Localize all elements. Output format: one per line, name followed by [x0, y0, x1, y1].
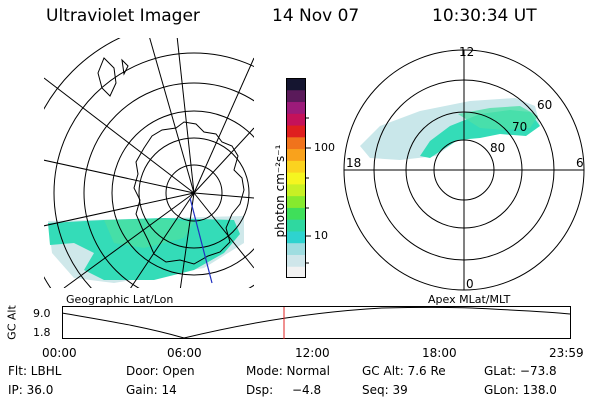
mlat-label-60: 60 — [537, 98, 553, 112]
time-label: 10:30:34 UT — [432, 6, 537, 26]
colorbar-segment — [286, 160, 306, 173]
colorbar-border — [286, 78, 306, 278]
mlt-label-12: 12 — [459, 45, 475, 59]
polar-plot-label: Apex MLat/MLT — [428, 293, 511, 306]
status-dsp-value: −4.8 — [292, 383, 322, 397]
instrument-title: Ultraviolet Imager — [46, 6, 200, 26]
status-flt: Flt: LBHL — [8, 364, 62, 378]
coastline — [133, 121, 245, 265]
colorbar — [286, 78, 306, 278]
orbit-altitude-curve — [62, 306, 571, 339]
timeline-xtick-1: 06:00 — [167, 346, 202, 360]
geographic-map — [44, 38, 254, 288]
mlt-label-6: 6 — [576, 156, 584, 170]
colorbar-segment — [286, 101, 306, 114]
colorbar-segment — [286, 136, 306, 150]
colorbar-segment — [286, 219, 306, 232]
colorbar-segment — [286, 207, 306, 220]
status-dsp: Dsp: — [246, 383, 274, 397]
mlt-label-0: 0 — [466, 277, 474, 291]
status-glat: GLat: −73.8 — [484, 364, 557, 378]
colorbar-unit-label: photon cm⁻²s⁻¹ — [273, 144, 287, 238]
colorbar-segment — [286, 125, 306, 138]
timeline-ytick-high: 9.0 — [33, 307, 51, 320]
mlt-label-18: 18 — [346, 156, 362, 170]
timeline-xtick-3: 18:00 — [422, 346, 457, 360]
status-mode: Mode: Normal — [246, 364, 330, 378]
polar-emission — [360, 98, 540, 160]
status-door: Door: Open — [126, 364, 195, 378]
colorbar-segment — [286, 148, 306, 161]
status-ip: IP: 36.0 — [8, 383, 54, 397]
mlat-label-70: 70 — [512, 120, 528, 134]
timeline-xtick-4: 23:59 — [549, 346, 584, 360]
colorbar-segment — [286, 266, 306, 278]
status-gain: Gain: 14 — [126, 383, 177, 397]
status-glon: GLon: 138.0 — [484, 383, 557, 397]
geo-map-label: Geographic Lat/Lon — [66, 293, 174, 306]
colorbar-segment — [286, 195, 306, 208]
colorbar-ticks — [306, 117, 311, 264]
colorbar-segment — [286, 254, 306, 267]
timeline-plot — [62, 306, 571, 339]
colorbar-segment — [286, 113, 306, 126]
colorbar-segment — [286, 183, 306, 197]
timeline-xtick-2: 12:00 — [295, 346, 330, 360]
mlat-label-80: 80 — [490, 141, 506, 155]
status-gc-alt: GC Alt: 7.6 Re — [362, 364, 446, 378]
colorbar-segment — [286, 78, 306, 91]
status-seq: Seq: 39 — [362, 383, 408, 397]
date-label: 14 Nov 07 — [272, 6, 360, 26]
timeline-ylabel: GC Alt — [5, 305, 19, 340]
timeline-ytick-low: 1.8 — [33, 326, 51, 339]
satellite-track — [189, 197, 213, 284]
polar-plot — [343, 49, 585, 291]
timeline-xtick-0: 00:00 — [42, 346, 77, 360]
colorbar-segment — [286, 89, 306, 103]
colorbar-tick-10: 10 — [314, 229, 328, 242]
colorbar-segment — [286, 172, 306, 185]
colorbar-segment — [286, 242, 306, 255]
colorbar-segment — [286, 230, 306, 244]
colorbar-tick-100: 100 — [314, 141, 335, 154]
